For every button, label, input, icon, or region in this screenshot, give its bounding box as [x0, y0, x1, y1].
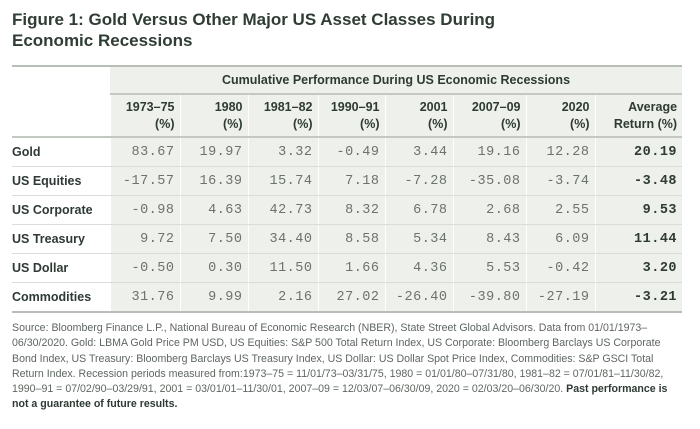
value-cell: -0.49	[317, 137, 385, 167]
column-header-period: 1973–75	[125, 99, 175, 114]
column-header: 2007–09 (%)	[452, 94, 526, 138]
column-header-period: 1981–82	[263, 99, 313, 114]
value-cell: -0.42	[525, 253, 595, 283]
value-cell: 1.66	[317, 253, 385, 283]
average-return-cell: 9.53	[594, 195, 683, 225]
average-return-cell: 20.19	[594, 137, 683, 167]
value-cell: 27.02	[317, 282, 385, 313]
value-cell: 2.55	[525, 195, 595, 225]
column-header-period: 1980	[214, 99, 243, 114]
value-cell: -0.98	[109, 195, 180, 225]
value-cell: 8.58	[317, 224, 385, 254]
column-header-unit: (%)	[501, 116, 521, 131]
value-cell: 3.44	[384, 137, 453, 167]
source-note: Source: Bloomberg Finance L.P., National…	[12, 321, 682, 413]
value-cell: 5.53	[452, 253, 526, 283]
value-cell: 42.73	[247, 195, 318, 225]
row-label: US Equities	[12, 166, 110, 196]
value-cell: 2.16	[247, 282, 318, 313]
column-header-unit: (%)	[155, 116, 175, 131]
figure-title: Figure 1: Gold Versus Other Major US Ass…	[12, 10, 496, 50]
value-cell: 19.97	[179, 137, 248, 167]
value-cell: 6.78	[384, 195, 453, 225]
average-return-cell: -3.48	[594, 166, 683, 196]
average-return-cell: 3.20	[594, 253, 683, 283]
column-header: 2001 (%)	[384, 94, 453, 138]
value-cell: -27.19	[525, 282, 595, 313]
column-header: Average Return (%)	[594, 94, 683, 138]
value-cell: -39.80	[452, 282, 526, 313]
column-header-period: 2020	[561, 99, 590, 114]
empty-corner	[12, 94, 110, 138]
value-cell: 2.68	[452, 195, 526, 225]
column-header: 1981–82 (%)	[247, 94, 318, 138]
column-header: 2020 (%)	[525, 94, 595, 138]
value-cell: 8.32	[317, 195, 385, 225]
row-label: US Corporate	[12, 195, 110, 225]
column-header: 1973–75 (%)	[109, 94, 180, 138]
value-cell: 9.99	[179, 282, 248, 313]
table-row: US Dollar -0.50 0.30 11.50 1.66 4.36 5.53 -0.42…	[12, 253, 683, 283]
row-label: Gold	[12, 137, 110, 167]
value-cell: 34.40	[247, 224, 318, 254]
value-cell: 83.67	[109, 137, 180, 167]
value-cell: 3.32	[247, 137, 318, 167]
value-cell: -17.57	[109, 166, 180, 196]
value-cell: 9.72	[109, 224, 180, 254]
value-cell: 4.63	[179, 195, 248, 225]
column-header-period: Average	[628, 99, 678, 114]
group-header: Cumulative Performance During US Economi…	[110, 66, 683, 95]
column-header-unit: (%)	[428, 116, 448, 131]
source-text: Source: Bloomberg Finance L.P., National…	[12, 322, 664, 396]
average-return-cell: -3.21	[594, 282, 683, 313]
column-header-unit: (%)	[360, 116, 380, 131]
column-header-unit: (%)	[293, 116, 313, 131]
row-label: Commodities	[12, 282, 110, 313]
value-cell: 12.28	[525, 137, 595, 167]
table-row: Commodities 31.76 9.99 2.16 27.02 -26.40 -39.8…	[12, 282, 683, 313]
value-cell: 6.09	[525, 224, 595, 254]
column-header-period: 2007–09	[471, 99, 521, 114]
value-cell: 11.50	[247, 253, 318, 283]
value-cell: 0.30	[179, 253, 248, 283]
column-header: 1980 (%)	[179, 94, 248, 138]
performance-table: Cumulative Performance During US Economi…	[12, 65, 683, 313]
table-row: US Equities -17.57 16.39 15.74 7.18 -7.28 -35.…	[12, 166, 683, 196]
value-cell: -0.50	[109, 253, 180, 283]
column-header: 1990–91 (%)	[317, 94, 385, 138]
column-header-period: 1990–91	[330, 99, 380, 114]
table-row: Gold 83.67 19.97 3.32 -0.49 3.44 19.16 12.28 20.…	[12, 137, 683, 167]
column-header-unit: (%)	[223, 116, 243, 131]
row-label: US Dollar	[12, 253, 110, 283]
value-cell: 15.74	[247, 166, 318, 196]
value-cell: -7.28	[384, 166, 453, 196]
value-cell: -3.74	[525, 166, 595, 196]
value-cell: 4.36	[384, 253, 453, 283]
value-cell: 7.18	[317, 166, 385, 196]
value-cell: 5.34	[384, 224, 453, 254]
row-label: US Treasury	[12, 224, 110, 254]
value-cell: 7.50	[179, 224, 248, 254]
column-header-unit: Return (%)	[613, 116, 678, 131]
value-cell: -35.08	[452, 166, 526, 196]
value-cell: 8.43	[452, 224, 526, 254]
average-return-cell: 11.44	[594, 224, 683, 254]
value-cell: 31.76	[109, 282, 180, 313]
value-cell: 16.39	[179, 166, 248, 196]
disclaimer: Past performance is not a guarantee of f…	[12, 383, 668, 411]
column-header-period: 2001	[419, 99, 448, 114]
table-row: US Corporate -0.98 4.63 42.73 8.32 6.78 2.68 2.…	[12, 195, 683, 225]
column-header-unit: (%)	[570, 116, 590, 131]
value-cell: 19.16	[452, 137, 526, 167]
value-cell: -26.40	[384, 282, 453, 313]
table-row: US Treasury 9.72 7.50 34.40 8.58 5.34 8.43 6.09…	[12, 224, 683, 254]
empty-corner	[12, 66, 110, 94]
